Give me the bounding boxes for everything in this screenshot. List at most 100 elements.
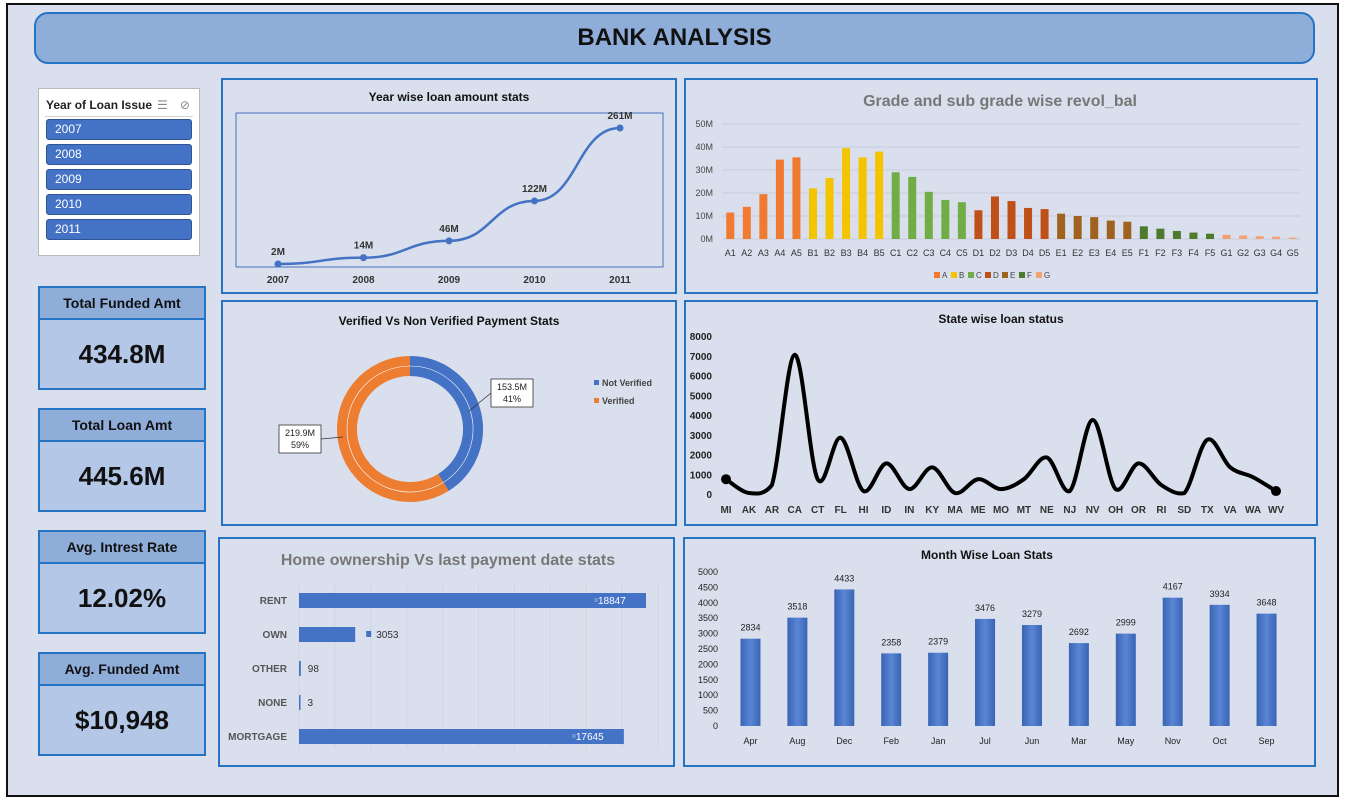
- data-label: 4433: [834, 573, 854, 583]
- y-tick-label: 5000: [698, 567, 718, 577]
- x-tick-label: G4: [1270, 248, 1282, 258]
- x-tick-label: B3: [841, 248, 852, 258]
- month-bar-chart: Month Wise Loan Stats 0 500 1000 1500 2000 250…: [698, 548, 1277, 746]
- bar: [1068, 643, 1089, 726]
- dashboard-title: BANK ANALYSIS: [577, 24, 772, 51]
- legend-swatch: [934, 272, 940, 278]
- x-tick-label: NE: [1040, 505, 1054, 516]
- legend-swatch: [594, 398, 599, 403]
- bar: [1272, 236, 1281, 239]
- y-tick-label: RENT: [260, 596, 287, 607]
- x-tick-label: 2011: [609, 275, 631, 286]
- label-marker: [366, 631, 372, 637]
- legend-swatch: [1036, 272, 1042, 278]
- x-tick-label: May: [1117, 736, 1135, 746]
- x-tick-label: B2: [824, 248, 835, 258]
- bar: [825, 178, 834, 239]
- bar: [881, 653, 902, 726]
- series-line: [724, 352, 1278, 496]
- plot-area: [235, 112, 664, 268]
- y-tick-label: 4500: [698, 582, 718, 592]
- bar: [908, 176, 917, 239]
- legend-swatch: [1019, 272, 1025, 278]
- bar: [1057, 213, 1066, 239]
- data-label: 122M: [522, 184, 547, 195]
- x-tick-label: B5: [874, 248, 885, 258]
- x-tick-label: F4: [1188, 248, 1199, 258]
- x-tick-label: WV: [1268, 505, 1284, 516]
- slicer-item-2009[interactable]: 2009: [46, 169, 192, 190]
- data-point: [616, 124, 624, 132]
- data-label: 18847: [598, 596, 626, 607]
- x-tick-label: A1: [725, 248, 736, 258]
- data-point: [274, 260, 282, 268]
- slicer-divider: [45, 116, 193, 117]
- legend-label: Not Verified: [602, 378, 652, 388]
- bar: [742, 206, 751, 239]
- bar: [1106, 220, 1115, 239]
- x-tick-label: MO: [993, 505, 1009, 516]
- donut-slice-edge: [346, 365, 444, 493]
- y-tick-label: 3500: [698, 613, 718, 623]
- x-tick-label: SD: [1177, 505, 1191, 516]
- legend-swatch: [985, 272, 991, 278]
- chart-title: Grade and sub grade wise revol_bal: [863, 93, 1137, 110]
- y-tick-label: 2000: [698, 659, 718, 669]
- x-tick-label: F2: [1155, 248, 1166, 258]
- slicer-item-2008[interactable]: 2008: [46, 144, 192, 165]
- data-label: 2379: [928, 637, 948, 647]
- x-tick-label: CA: [788, 505, 802, 516]
- kpi-value: 434.8M: [38, 318, 206, 390]
- x-tick-label: 2010: [523, 275, 546, 286]
- y-tick-label: 0: [713, 721, 718, 731]
- x-tick-label: G2: [1237, 248, 1249, 258]
- bar: [792, 157, 801, 239]
- multi-select-icon[interactable]: ☰: [157, 98, 168, 112]
- y-tick-label: 10M: [695, 211, 713, 221]
- data-label: 3934: [1210, 589, 1230, 599]
- bar: [1239, 235, 1248, 239]
- grade-bar-chart: Grade and sub grade wise revol_bal 0M 10M 2…: [695, 93, 1301, 280]
- y-tick-label: 6000: [690, 372, 713, 383]
- x-tick-label: B4: [857, 248, 868, 258]
- data-label: 219.9M: [285, 428, 315, 438]
- bar: [1021, 625, 1042, 726]
- verified-chart-panel: Verified Vs Non Verified Payment Stats 15…: [221, 300, 677, 526]
- y-tick-label: 3000: [698, 629, 718, 639]
- slicer-item-2007[interactable]: 2007: [46, 119, 192, 140]
- x-tick-label: Dec: [836, 736, 853, 746]
- y-tick-label: 1000: [698, 690, 718, 700]
- slicer-item-2010[interactable]: 2010: [46, 194, 192, 215]
- slicer-item-2011[interactable]: 2011: [46, 219, 192, 240]
- data-point: [531, 197, 538, 205]
- x-tick-label: 2007: [267, 275, 290, 286]
- legend-swatch: [594, 380, 599, 385]
- y-tick-label: NONE: [258, 698, 287, 709]
- x-tick-label: E3: [1089, 248, 1100, 258]
- x-tick-label: MI: [720, 505, 731, 516]
- clear-filter-icon[interactable]: ⊘: [179, 98, 190, 112]
- x-tick-label: E1: [1056, 248, 1067, 258]
- bar: [1007, 201, 1016, 239]
- bar: [775, 159, 784, 239]
- data-label: 2M: [271, 247, 285, 258]
- donut-slice: [337, 356, 449, 502]
- donut-slice-edge: [409, 365, 474, 483]
- bar: [1162, 597, 1183, 726]
- donut-slice: [409, 356, 483, 491]
- legend-label: B: [959, 271, 964, 280]
- data-label: 46M: [439, 224, 458, 235]
- bar: [1255, 236, 1264, 239]
- y-tick-label: 4000: [698, 598, 718, 608]
- bar: [975, 618, 996, 726]
- x-tick-label: E5: [1122, 248, 1133, 258]
- callout-box: [278, 424, 322, 454]
- data-label: 2999: [1116, 618, 1136, 628]
- x-tick-label: C1: [890, 248, 902, 258]
- home-bar-chart: Home ownership Vs last payment date stat…: [228, 552, 659, 749]
- bar: [891, 172, 900, 239]
- bar: [787, 617, 808, 726]
- y-tick-label: 30M: [695, 165, 713, 175]
- label-marker: [571, 734, 576, 738]
- kpi-avg-funded: Avg. Funded Amt $10,948: [38, 652, 206, 756]
